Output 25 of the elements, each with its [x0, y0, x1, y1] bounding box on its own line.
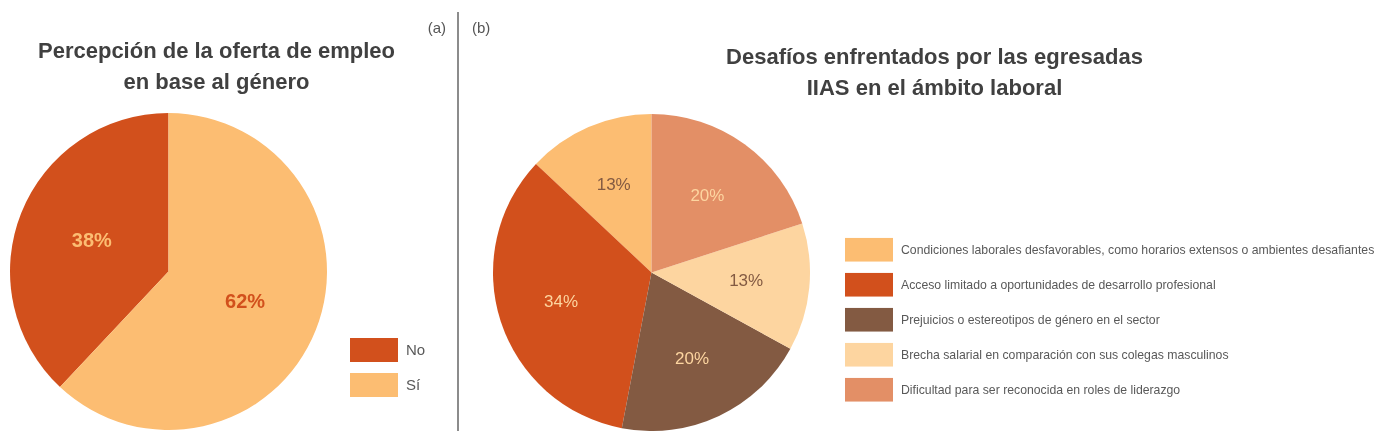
- legend-label: Acceso limitado a oportunidades de desarrollo profesional: [901, 277, 1216, 292]
- pie-slice: [651, 114, 803, 273]
- data-label: 20%: [690, 185, 725, 205]
- legend-label: Brecha salarial en comparación con sus colegas masculinos: [901, 347, 1229, 362]
- legend-label: No: [406, 341, 426, 358]
- pie-slice: [535, 114, 652, 273]
- text: (a): [427, 19, 446, 37]
- data-label: 38%: [71, 229, 113, 252]
- chart-title: Percepción de la oferta de empleo en base al género: [37, 38, 396, 94]
- pie-slice: [621, 272, 791, 431]
- pie-slice: [60, 113, 327, 430]
- data-label: 34%: [544, 291, 579, 311]
- text: (b): [472, 19, 491, 37]
- legend-label: Condiciones laborales desfavorables, como horarios extensos o ambientes desafiantes: [901, 242, 1375, 257]
- pie-slice: [493, 164, 652, 429]
- legend-label: Prejuicios o estereotipos de género en el sector: [901, 312, 1160, 327]
- data-label: 13%: [729, 271, 764, 291]
- legend-label: Dificultad para ser reconocida en roles de liderazgo: [901, 382, 1181, 397]
- data-label: 62%: [225, 289, 266, 312]
- data-label: 20%: [674, 348, 710, 368]
- pie-slice: [10, 113, 169, 388]
- chart-title: Desafíos enfrentados por las egresadas IIAS en el ámbito laboral: [726, 44, 1143, 100]
- legend-label: Sí: [406, 376, 421, 393]
- data-label: 13%: [596, 175, 631, 195]
- pie-slice: [651, 223, 810, 349]
